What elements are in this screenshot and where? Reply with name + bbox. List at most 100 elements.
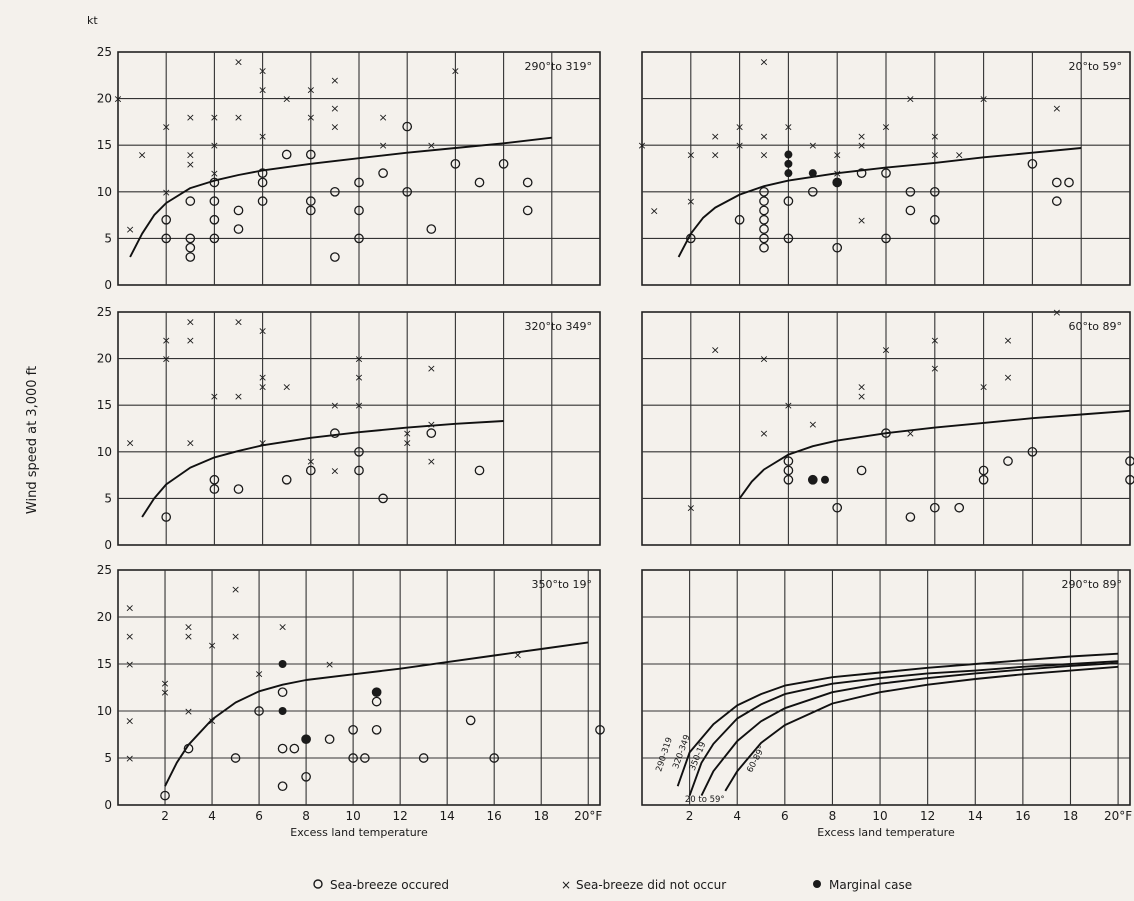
point-occurred: [832, 502, 843, 513]
point-marginal: [784, 150, 793, 159]
point-not-occurred: ×: [184, 630, 193, 643]
point-occurred: [905, 512, 916, 522]
point-marginal: [302, 735, 311, 744]
point-occurred: [881, 168, 891, 179]
legend-open-circle-icon: [313, 879, 323, 889]
curve-label: 20 to 59°: [685, 795, 725, 805]
point-occurred: [759, 186, 769, 197]
point-not-occurred: ×: [354, 371, 363, 384]
point-occurred: [929, 502, 940, 513]
point-not-occurred: ×: [808, 139, 817, 152]
x-tick-label: 20°F: [574, 809, 602, 823]
point-not-occurred: ×: [162, 334, 171, 347]
panel-title: 350°to 19°: [531, 578, 592, 591]
point-not-occurred: ×: [1052, 102, 1061, 115]
point-not-occurred: ×: [979, 93, 988, 106]
point-occurred: [832, 177, 843, 188]
point-not-occurred: ×: [451, 65, 460, 78]
x-tick-label: 4: [208, 809, 216, 823]
y-tick-label: 5: [104, 491, 112, 505]
point-marginal: [808, 169, 817, 178]
point-not-occurred: ×: [207, 714, 216, 727]
point-occurred: [1003, 456, 1013, 466]
point-occurred: [185, 233, 196, 244]
point-not-occurred: ×: [258, 371, 267, 384]
point-occurred: [1051, 196, 1062, 206]
point-not-occurred: ×: [234, 390, 243, 403]
point-not-occurred: ×: [162, 186, 171, 199]
point-not-occurred: ×: [207, 639, 216, 652]
y-tick-label: 20: [97, 610, 112, 624]
point-occurred: [1027, 158, 1038, 169]
point-occurred: [354, 205, 364, 216]
point-not-occurred: ×: [403, 436, 412, 449]
y-tick-label: 0: [104, 538, 112, 552]
point-occurred: [929, 186, 940, 197]
point-occurred: [402, 121, 413, 132]
point-not-occurred: ×: [784, 399, 793, 412]
point-occurred: [759, 233, 769, 244]
point-not-occurred: ×: [282, 93, 291, 106]
point-occurred: [1125, 474, 1134, 485]
point-not-occurred: ×: [254, 667, 263, 680]
point-not-occurred: ×: [759, 149, 768, 162]
panel-title: 290°to 89°: [1061, 578, 1122, 591]
point-not-occurred: ×: [160, 686, 169, 699]
point-marginal: [821, 475, 829, 484]
point-not-occurred: ×: [258, 436, 267, 449]
boundary-curve-4: [724, 665, 1119, 792]
point-not-occurred: ×: [306, 83, 315, 96]
point-occurred: [161, 512, 172, 522]
point-not-occurred: ×: [258, 381, 267, 394]
y-tick-label: 5: [104, 751, 112, 765]
point-occurred: [450, 158, 461, 169]
point-not-occurred: ×: [930, 149, 939, 162]
point-occurred: [378, 493, 388, 504]
point-not-occurred: ×: [330, 464, 339, 477]
point-not-occurred: ×: [258, 325, 267, 338]
point-occurred: [348, 753, 358, 763]
point-occurred: [371, 724, 382, 735]
point-occurred: [759, 224, 769, 234]
point-not-occurred: ×: [258, 130, 267, 143]
point-occurred: [257, 196, 268, 206]
boundary-curve: [129, 136, 552, 258]
point-occurred: [881, 428, 891, 439]
x-axis-label: Excess land temperature: [290, 826, 428, 839]
point-not-occurred: ×: [186, 436, 195, 449]
point-not-occurred: ×: [234, 315, 243, 328]
point-not-occurred: ×: [186, 149, 195, 162]
point-not-occurred: ×: [857, 214, 866, 227]
point-occurred: [360, 753, 370, 763]
point-not-occurred: ×: [234, 111, 243, 124]
point-occurred: [301, 771, 311, 782]
point-not-occurred: ×: [759, 427, 768, 440]
point-occurred: [954, 502, 965, 513]
x-tick-label: 12: [393, 809, 408, 823]
x-tick-label: 18: [534, 809, 549, 823]
point-not-occurred: ×: [857, 139, 866, 152]
point-occurred: [905, 186, 916, 197]
y-tick-label: 25: [97, 45, 112, 59]
boundary-curve-2: [688, 660, 1119, 796]
point-not-occurred: ×: [125, 223, 134, 236]
point-marginal: [278, 707, 287, 715]
point-marginal: [808, 475, 817, 484]
point-occurred: [348, 724, 358, 735]
point-not-occurred: ×: [1003, 371, 1012, 384]
curve-label: 60-89°: [745, 744, 767, 774]
point-occurred: [277, 743, 288, 754]
point-not-occurred: ×: [231, 630, 240, 643]
point-occurred: [1064, 177, 1074, 188]
point-occurred: [522, 177, 533, 188]
point-not-occurred: ×: [930, 334, 939, 347]
point-occurred: [161, 233, 172, 244]
point-occurred: [277, 687, 288, 698]
point-occurred: [881, 233, 891, 244]
point-occurred: [209, 214, 220, 225]
point-not-occurred: ×: [210, 167, 219, 180]
point-occurred: [289, 743, 300, 754]
point-not-occurred: ×: [784, 121, 793, 134]
point-occurred: [354, 177, 364, 188]
